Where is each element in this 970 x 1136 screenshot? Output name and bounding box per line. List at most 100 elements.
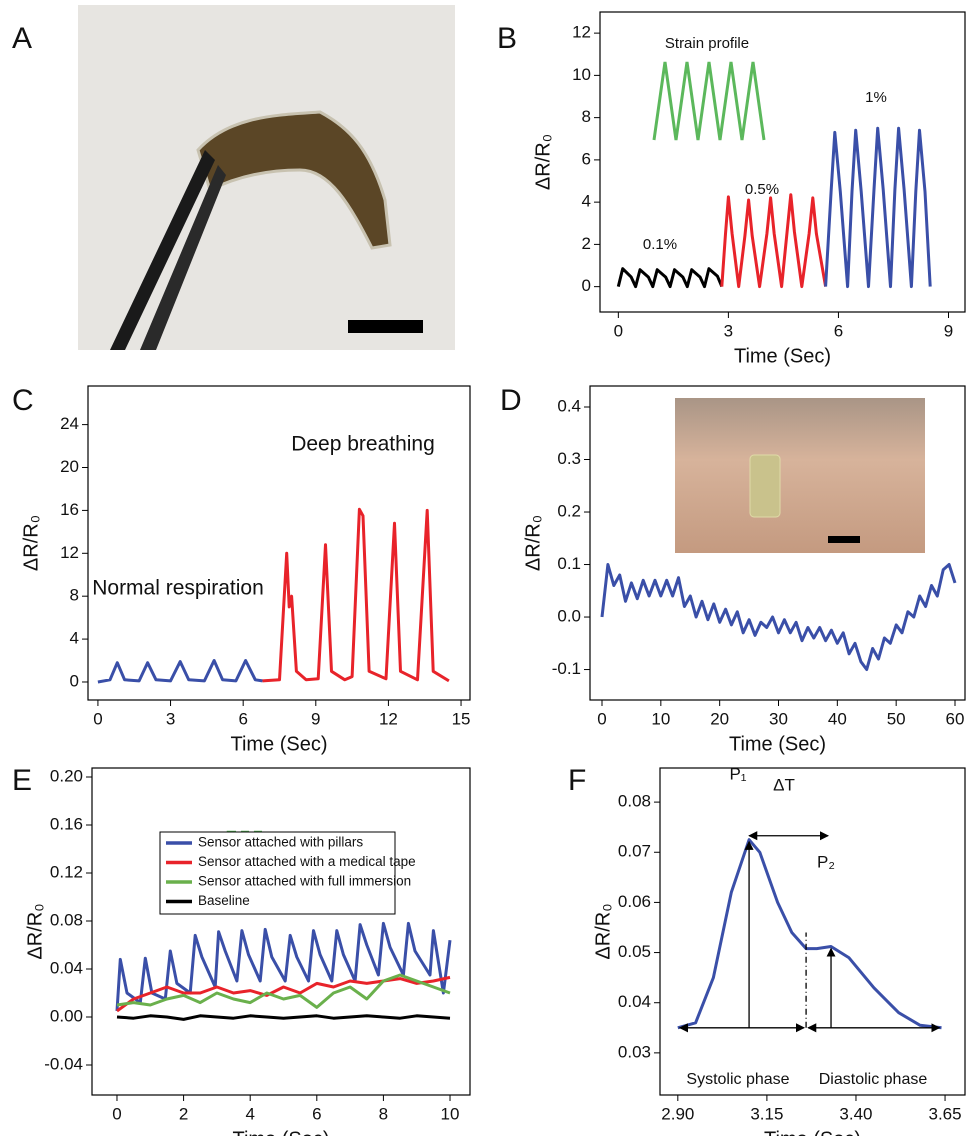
y-tick-label: 0.2: [557, 502, 581, 521]
annotation: Strain profile: [665, 35, 749, 52]
legend-label: Sensor attached with a medical tape: [198, 854, 416, 869]
legend-label: Sensor attached with pillars: [198, 835, 363, 850]
annotation: Normal respiration: [92, 577, 264, 600]
x-axis-title: Time (Sec): [764, 1128, 861, 1136]
data-line: [116, 1014, 451, 1021]
annotation: Deep breathing: [291, 433, 435, 456]
data-line: [116, 975, 451, 1013]
x-tick-label: 3.15: [750, 1104, 783, 1123]
y-tick-label: 16: [60, 500, 79, 519]
plot-frame: [659, 767, 966, 1096]
y-tick-label: -0.1: [552, 659, 581, 678]
annotation: P₁: [729, 764, 746, 783]
x-tick-label: 8: [379, 1104, 388, 1123]
y-tick-label: 4: [70, 629, 79, 648]
x-tick-label: 6: [238, 709, 247, 728]
legend-label: Baseline: [198, 893, 250, 908]
legend-label: Sensor attached with full immersion: [198, 874, 411, 889]
annotation: Systolic phase: [686, 1071, 789, 1088]
y-axis-title: ΔR/R₀: [592, 903, 614, 959]
x-axis-title: Time (Sec): [232, 1128, 329, 1136]
plot-frame: [87, 385, 471, 701]
data-line: [262, 507, 450, 683]
y-tick-label: -0.04: [44, 1054, 83, 1073]
y-tick-label: 12: [572, 23, 591, 42]
x-tick-label: 0: [614, 321, 623, 340]
y-tick-label: 0.04: [618, 992, 651, 1011]
x-tick-label: 30: [769, 709, 788, 728]
y-tick-label: 0.04: [50, 958, 83, 977]
annotation: 1%: [865, 89, 887, 106]
x-tick-label: 9: [944, 321, 953, 340]
annotation: Diastolic phase: [819, 1071, 928, 1088]
y-tick-label: 0.08: [50, 910, 83, 929]
y-tick-label: 0: [582, 276, 591, 295]
panel-label: D: [500, 384, 522, 417]
x-tick-label: 60: [946, 709, 965, 728]
x-tick-label: 0: [112, 1104, 121, 1123]
annotation: P₂: [817, 852, 835, 871]
y-tick-label: 8: [582, 107, 591, 126]
x-tick-label: 6: [834, 321, 843, 340]
panel-label: B: [497, 22, 517, 55]
y-tick-label: 0.3: [557, 449, 581, 468]
y-tick-label: 8: [70, 586, 79, 605]
data-line: [824, 126, 932, 289]
y-axis-title: ΔR/R₀: [24, 903, 46, 959]
x-tick-label: 3.65: [928, 1104, 961, 1123]
y-tick-label: 24: [60, 414, 79, 433]
y-tick-label: 0.20: [50, 766, 83, 785]
y-tick-label: 6: [582, 149, 591, 168]
x-tick-label: 6: [312, 1104, 321, 1123]
x-axis-title: Time (Sec): [734, 345, 831, 367]
x-tick-label: 9: [311, 709, 320, 728]
data-line: [616, 267, 724, 289]
x-tick-label: 40: [828, 709, 847, 728]
inset-photo: [675, 398, 925, 553]
x-tick-label: 0: [597, 709, 606, 728]
x-axis-title: Time (Sec): [230, 733, 327, 755]
data-line: [720, 193, 828, 289]
y-tick-label: 2: [582, 234, 591, 253]
y-tick-label: 0.4: [557, 396, 581, 415]
panel-label: F: [568, 764, 586, 797]
photo: [78, 5, 455, 350]
data-line: [115, 921, 452, 1012]
x-tick-label: 15: [452, 709, 471, 728]
x-tick-label: 10: [441, 1104, 460, 1123]
y-tick-label: 0.05: [618, 942, 651, 961]
y-tick-label: 0: [70, 671, 79, 690]
x-axis-title: Time (Sec): [729, 733, 826, 755]
y-tick-label: 0.1: [557, 554, 581, 573]
plot-frame: [91, 767, 471, 1096]
plot-frame: [599, 11, 966, 313]
panel-label: C: [12, 384, 34, 417]
y-tick-label: 0.0: [557, 607, 581, 626]
y-tick-label: 10: [572, 65, 591, 84]
data-line: [600, 563, 957, 671]
y-tick-label: 0.06: [618, 892, 651, 911]
data-line: [97, 659, 263, 684]
y-axis-title: ΔR/R₀: [522, 515, 544, 571]
panel-label: E: [12, 764, 32, 797]
x-tick-label: 2: [179, 1104, 188, 1123]
y-tick-label: 0.00: [50, 1006, 83, 1025]
y-tick-label: 0.03: [618, 1042, 651, 1061]
x-tick-label: 0: [93, 709, 102, 728]
x-tick-label: 12: [379, 709, 398, 728]
annotation: 0.1%: [643, 236, 677, 253]
x-tick-label: 20: [710, 709, 729, 728]
y-axis-title: ΔR/R₀: [20, 515, 42, 571]
y-tick-label: 0.16: [50, 814, 83, 833]
legend-box: [159, 831, 396, 915]
data-line: [116, 973, 451, 1009]
x-tick-label: 3: [166, 709, 175, 728]
x-tick-label: 4: [245, 1104, 254, 1123]
x-tick-label: 3.40: [839, 1104, 872, 1123]
y-tick-label: 20: [60, 457, 79, 476]
data-line: [677, 838, 942, 1030]
y-tick-label: 0.07: [618, 842, 651, 861]
x-tick-label: 10: [651, 709, 670, 728]
legend: Sensor attached with pillars Sensor attac…: [159, 831, 416, 915]
